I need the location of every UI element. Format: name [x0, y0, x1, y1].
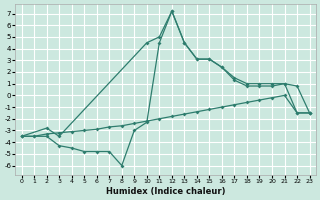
X-axis label: Humidex (Indice chaleur): Humidex (Indice chaleur) — [106, 187, 225, 196]
